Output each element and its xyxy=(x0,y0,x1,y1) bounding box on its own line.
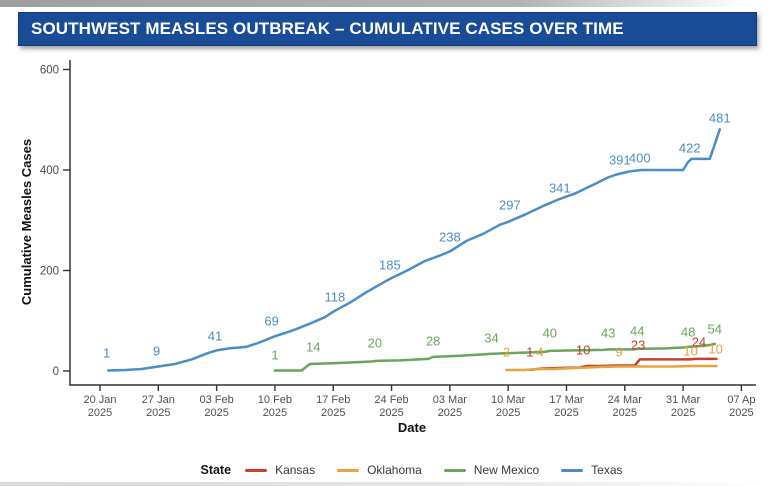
data-label-new-mexico: 40 xyxy=(543,325,557,340)
chart-legend: State Kansas Oklahoma New Mexico Texas xyxy=(0,459,768,481)
series-line-new-mexico xyxy=(273,342,717,372)
legend-item-new-mexico: New Mexico xyxy=(443,463,540,477)
data-label-texas: 422 xyxy=(679,140,701,155)
x-tick-label-date: 03 Mar xyxy=(433,394,468,406)
data-label-texas: 1 xyxy=(103,345,110,360)
data-label-oklahoma: 2 xyxy=(503,344,510,359)
data-label-texas: 9 xyxy=(153,343,160,358)
data-label-new-mexico: 54 xyxy=(708,321,722,336)
data-label-texas: 238 xyxy=(439,229,461,244)
x-tick-label-date: 20 Jan xyxy=(83,394,116,406)
data-label-texas: 185 xyxy=(379,257,401,272)
x-tick-label-year: 2025 xyxy=(263,407,287,419)
data-label-kansas: 24 xyxy=(692,334,706,349)
data-label-kansas: 10 xyxy=(576,342,590,357)
legend-swatch-kansas xyxy=(245,468,268,472)
x-tick-label-date: 24 Feb xyxy=(374,394,408,406)
legend-title: State xyxy=(200,463,232,477)
x-tick-label-year: 2025 xyxy=(554,407,578,419)
legend-label-kansas: Kansas xyxy=(275,463,316,477)
x-tick-label-date: 10 Mar xyxy=(491,394,526,406)
x-tick-label-year: 2025 xyxy=(671,407,695,419)
x-tick-label-date: 27 Jan xyxy=(142,394,175,406)
x-tick-label-year: 2025 xyxy=(321,407,345,419)
data-label-texas: 341 xyxy=(549,181,571,196)
data-label-oklahoma: 10 xyxy=(683,343,697,358)
x-axis-title: Date xyxy=(398,420,426,435)
y-tick-label: 0 xyxy=(53,366,59,378)
y-tick-label: 200 xyxy=(40,266,59,278)
page-title: SOUTHWEST MEASLES OUTBREAK – CUMULATIVE … xyxy=(31,19,624,38)
data-label-new-mexico: 20 xyxy=(368,335,382,350)
x-tick-label-date: 03 Feb xyxy=(199,394,233,406)
legend-items: Kansas Oklahoma New Mexico Texas xyxy=(245,463,623,477)
x-tick-label-year: 2025 xyxy=(88,407,112,419)
x-tick-label-date: 07 Ap xyxy=(727,394,755,406)
legend-swatch-new-mexico xyxy=(443,468,466,472)
data-label-texas: 297 xyxy=(499,198,521,213)
data-label-oklahoma: 10 xyxy=(708,341,722,356)
data-label-new-mexico: 34 xyxy=(484,330,498,345)
legend-label-texas: Texas xyxy=(591,463,623,477)
data-label-texas: 118 xyxy=(325,290,346,305)
x-tick-label-date: 17 Mar xyxy=(549,394,584,406)
data-label-texas: 400 xyxy=(629,150,651,165)
data-label-new-mexico: 28 xyxy=(426,333,440,348)
legend-swatch-oklahoma xyxy=(337,468,360,472)
data-label-new-mexico: 48 xyxy=(681,324,695,339)
x-tick-label-date: 31 Mar xyxy=(666,394,701,406)
y-tick-label: 400 xyxy=(40,165,59,177)
data-label-new-mexico: 1 xyxy=(271,347,278,362)
page-bottom-edge-strip xyxy=(0,482,768,486)
y-axis-title: Cumulative Measles Cases xyxy=(19,139,34,305)
data-label-kansas: 23 xyxy=(631,337,645,352)
legend-label-new-mexico: New Mexico xyxy=(473,463,540,477)
data-label-oklahoma: 4 xyxy=(536,344,543,359)
data-label-new-mexico: 44 xyxy=(630,323,644,338)
legend-item-kansas: Kansas xyxy=(245,463,315,477)
x-tick-label-year: 2025 xyxy=(204,407,228,419)
x-tick-label-year: 2025 xyxy=(496,407,520,419)
page-top-edge-strip xyxy=(0,0,745,7)
x-tick-label-year: 2025 xyxy=(379,407,403,419)
data-label-new-mexico: 43 xyxy=(601,325,615,340)
title-bar: SOUTHWEST MEASLES OUTBREAK – CUMULATIVE … xyxy=(18,12,757,46)
data-label-kansas: 1 xyxy=(526,344,533,359)
x-tick-label-date: 10 Feb xyxy=(258,394,292,406)
legend-item-texas: Texas xyxy=(561,463,623,477)
x-tick-label-date: 24 Mar xyxy=(608,394,643,406)
data-label-oklahoma: 9 xyxy=(615,344,622,359)
y-tick-label: 600 xyxy=(40,65,59,77)
legend-swatch-texas xyxy=(561,468,584,472)
legend-label-oklahoma: Oklahoma xyxy=(367,463,422,477)
series-line-texas xyxy=(107,128,722,372)
series-line-oklahoma xyxy=(505,364,718,372)
x-tick-label-year: 2025 xyxy=(729,407,753,419)
data-label-texas: 481 xyxy=(709,111,731,126)
data-label-texas: 391 xyxy=(609,152,631,167)
legend-item-oklahoma: Oklahoma xyxy=(337,463,422,477)
data-label-texas: 69 xyxy=(264,313,278,328)
x-tick-label-year: 2025 xyxy=(146,407,170,419)
data-label-texas: 41 xyxy=(208,328,222,343)
x-tick-label-year: 2025 xyxy=(613,407,637,419)
x-tick-label-date: 17 Feb xyxy=(316,394,350,406)
data-label-new-mexico: 14 xyxy=(306,339,320,354)
x-tick-label-year: 2025 xyxy=(438,407,462,419)
